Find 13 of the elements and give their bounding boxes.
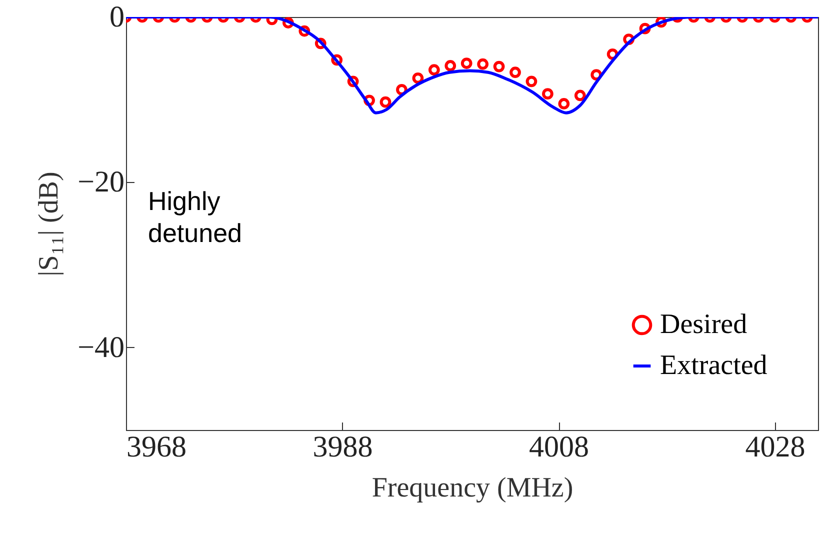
y-axis-title: |S₁₁| (dB): [34, 172, 65, 276]
x-tick-label: 4008: [529, 430, 589, 464]
annotation: Highly detuned: [148, 186, 242, 248]
x-axis-title: Frequency (MHz): [372, 472, 574, 504]
x-tick-label: 4028: [745, 430, 806, 464]
x-tick-label: 3968: [126, 430, 186, 464]
y-tick-label: −20: [78, 166, 124, 199]
legend-label: Desired: [660, 309, 748, 340]
line-series: [126, 17, 818, 114]
x-tick-label: 3988: [312, 430, 373, 464]
y-tick-label: −40: [78, 330, 124, 364]
legend-label: Extracted: [660, 350, 768, 381]
y-tick-label: 0: [110, 0, 124, 34]
